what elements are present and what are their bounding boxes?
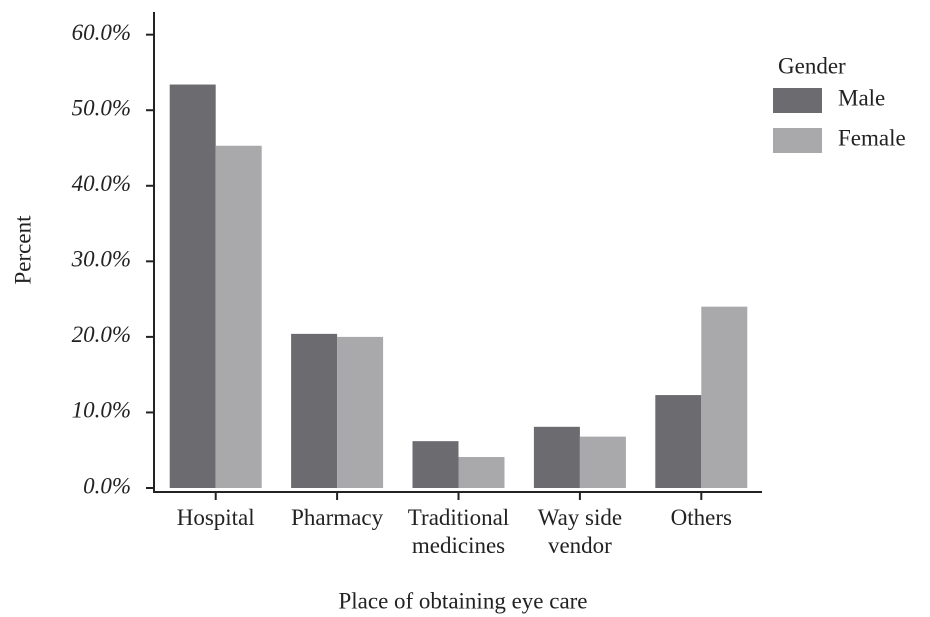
- y-tick-label: 20.0%: [72, 322, 131, 347]
- y-tick-label: 30.0%: [71, 247, 131, 272]
- bar: [655, 395, 702, 488]
- x-tick-label: Way side vendor: [538, 505, 622, 558]
- legend-label: Female: [838, 125, 906, 150]
- x-tick-label: Others: [671, 505, 732, 530]
- legend-label: Male: [838, 85, 885, 110]
- x-axis-label: Place of obtaining eye care: [338, 588, 587, 613]
- y-tick-label: 50.0%: [72, 96, 131, 121]
- y-tick-label: 10.0%: [72, 398, 131, 423]
- x-tick-label: Traditional medicines: [408, 505, 509, 558]
- bar: [458, 457, 505, 488]
- bar: [291, 333, 338, 488]
- y-tick-label: 0.0%: [83, 473, 131, 498]
- legend-title: Gender: [778, 53, 846, 78]
- bar: [701, 306, 748, 488]
- bar: [337, 336, 384, 488]
- bar: [579, 436, 626, 488]
- bar: [412, 441, 459, 488]
- y-tick-label: 60.0%: [72, 20, 131, 45]
- y-axis-label: Percent: [10, 215, 35, 285]
- x-tick-label: Pharmacy: [291, 505, 383, 530]
- legend-swatch: [773, 128, 822, 153]
- bar: [169, 84, 216, 489]
- bar: [533, 426, 580, 488]
- bar: [215, 145, 262, 488]
- y-tick-label: 40.0%: [72, 171, 131, 196]
- x-tick-label: Hospital: [177, 505, 255, 530]
- legend-swatch: [773, 88, 822, 113]
